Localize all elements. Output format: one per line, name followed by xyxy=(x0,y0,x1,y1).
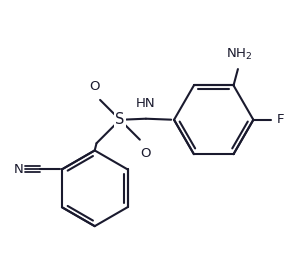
Text: O: O xyxy=(140,147,151,160)
Text: F: F xyxy=(277,113,285,126)
Text: N: N xyxy=(14,163,23,176)
Text: HN: HN xyxy=(136,97,156,110)
Text: O: O xyxy=(89,80,100,93)
Text: S: S xyxy=(115,112,125,127)
Text: NH$_2$: NH$_2$ xyxy=(226,47,253,62)
